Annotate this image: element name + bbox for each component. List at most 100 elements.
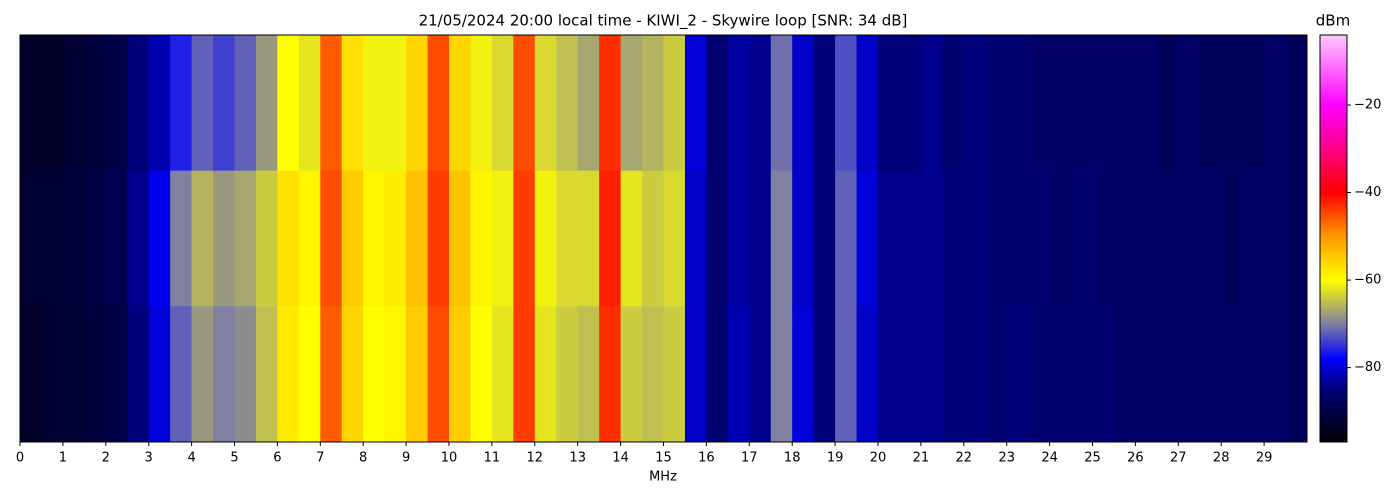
heatmap-cell bbox=[491, 170, 514, 307]
heatmap-cell bbox=[320, 35, 343, 172]
heatmap-cell bbox=[1071, 35, 1093, 172]
heatmap-cell bbox=[899, 170, 922, 307]
heatmap-cell bbox=[985, 306, 1008, 443]
x-tick-label: 26 bbox=[1127, 451, 1144, 466]
heatmap-cell bbox=[491, 306, 514, 443]
heatmap-cell bbox=[706, 306, 729, 443]
heatmap-cell bbox=[835, 35, 858, 172]
heatmap-cell bbox=[1156, 35, 1179, 172]
heatmap-cell bbox=[1049, 170, 1072, 307]
heatmap-cell bbox=[363, 170, 386, 307]
heatmap-cell bbox=[213, 35, 235, 172]
x-tick-label: 11 bbox=[484, 451, 501, 466]
heatmap-cell bbox=[1242, 170, 1265, 307]
heatmap-cell bbox=[470, 170, 493, 307]
heatmap-cell bbox=[170, 35, 193, 172]
heatmap-cell bbox=[856, 306, 879, 443]
heatmap-cell bbox=[1242, 306, 1265, 443]
heatmap-cell bbox=[341, 35, 364, 172]
heatmap-cell bbox=[213, 306, 235, 443]
x-tick-label: 22 bbox=[956, 451, 973, 466]
x-tick-label: 2 bbox=[102, 451, 110, 466]
heatmap-cell bbox=[1242, 35, 1265, 172]
heatmap-cell bbox=[449, 306, 471, 443]
heatmap-cell bbox=[384, 170, 407, 307]
heatmap-cell bbox=[770, 35, 793, 172]
heatmap-cell bbox=[320, 170, 343, 307]
heatmap-cell bbox=[191, 306, 214, 443]
heatmap-cell bbox=[1156, 306, 1179, 443]
heatmap-cell bbox=[1135, 306, 1158, 443]
x-tick-label: 28 bbox=[1213, 451, 1230, 466]
heatmap-cell bbox=[384, 306, 407, 443]
heatmap-cell bbox=[105, 170, 128, 307]
heatmap-cell bbox=[749, 170, 772, 307]
heatmap-cell bbox=[1028, 170, 1051, 307]
heatmap-cell bbox=[1285, 170, 1308, 307]
x-tick-label: 24 bbox=[1041, 451, 1058, 466]
heatmap-cell bbox=[684, 35, 707, 172]
heatmap-cell bbox=[62, 170, 85, 307]
heatmap-cell bbox=[298, 170, 321, 307]
heatmap-cell bbox=[684, 306, 707, 443]
colorbar-tick-label: −40 bbox=[1354, 185, 1381, 200]
heatmap-cell bbox=[84, 35, 107, 172]
heatmap-cell bbox=[985, 35, 1008, 172]
heatmap-cell bbox=[878, 35, 900, 172]
x-tick-label: 1 bbox=[59, 451, 67, 466]
heatmap-cell bbox=[191, 35, 214, 172]
heatmap-cell bbox=[427, 35, 450, 172]
heatmap-cell bbox=[234, 35, 257, 172]
heatmap-cell bbox=[341, 170, 364, 307]
heatmap-cell bbox=[41, 306, 64, 443]
heatmap-cell bbox=[920, 170, 943, 307]
heatmap-cell bbox=[277, 170, 300, 307]
heatmap-cell bbox=[663, 35, 686, 172]
chart-title: 21/05/2024 20:00 local time - KIWI_2 - S… bbox=[419, 12, 908, 31]
heatmap-cell bbox=[470, 35, 493, 172]
heatmap-cell bbox=[1221, 35, 1244, 172]
heatmap-cell bbox=[1006, 306, 1029, 443]
heatmap-cell bbox=[684, 170, 707, 307]
heatmap-cell bbox=[599, 35, 622, 172]
heatmap-cell bbox=[920, 306, 943, 443]
heatmap-cell bbox=[105, 35, 128, 172]
heatmap-cell bbox=[1049, 306, 1072, 443]
x-tick-label: 23 bbox=[998, 451, 1015, 466]
heatmap-cell bbox=[642, 170, 664, 307]
heatmap-cell bbox=[84, 306, 107, 443]
heatmap-cell bbox=[813, 306, 836, 443]
heatmap-cell bbox=[449, 35, 471, 172]
heatmap-cell bbox=[470, 306, 493, 443]
x-tick-label: 27 bbox=[1170, 451, 1187, 466]
x-tick-label: 19 bbox=[827, 451, 844, 466]
heatmap bbox=[20, 35, 1308, 443]
x-tick-label: 15 bbox=[655, 451, 672, 466]
heatmap-cell bbox=[1285, 35, 1308, 172]
heatmap-cell bbox=[1071, 306, 1093, 443]
heatmap-cell bbox=[1006, 35, 1029, 172]
heatmap-cell bbox=[1178, 170, 1201, 307]
x-tick-label: 14 bbox=[612, 451, 629, 466]
x-tick-label: 20 bbox=[870, 451, 887, 466]
heatmap-cell bbox=[127, 35, 150, 172]
heatmap-cell bbox=[813, 170, 836, 307]
heatmap-cell bbox=[792, 35, 815, 172]
heatmap-cell bbox=[1199, 35, 1222, 172]
heatmap-cell bbox=[84, 170, 107, 307]
heatmap-cell bbox=[813, 35, 836, 172]
heatmap-cell bbox=[577, 306, 600, 443]
heatmap-cell bbox=[792, 306, 815, 443]
heatmap-cell bbox=[835, 306, 858, 443]
heatmap-cell bbox=[706, 170, 729, 307]
heatmap-cell bbox=[599, 170, 622, 307]
heatmap-cell bbox=[1092, 35, 1115, 172]
heatmap-cell bbox=[1156, 170, 1179, 307]
heatmap-cell bbox=[663, 170, 686, 307]
heatmap-cell bbox=[363, 35, 386, 172]
heatmap-cell bbox=[534, 35, 557, 172]
heatmap-cell bbox=[384, 35, 407, 172]
x-tick-label: 0 bbox=[16, 451, 24, 466]
x-tick-label: 25 bbox=[1084, 451, 1101, 466]
